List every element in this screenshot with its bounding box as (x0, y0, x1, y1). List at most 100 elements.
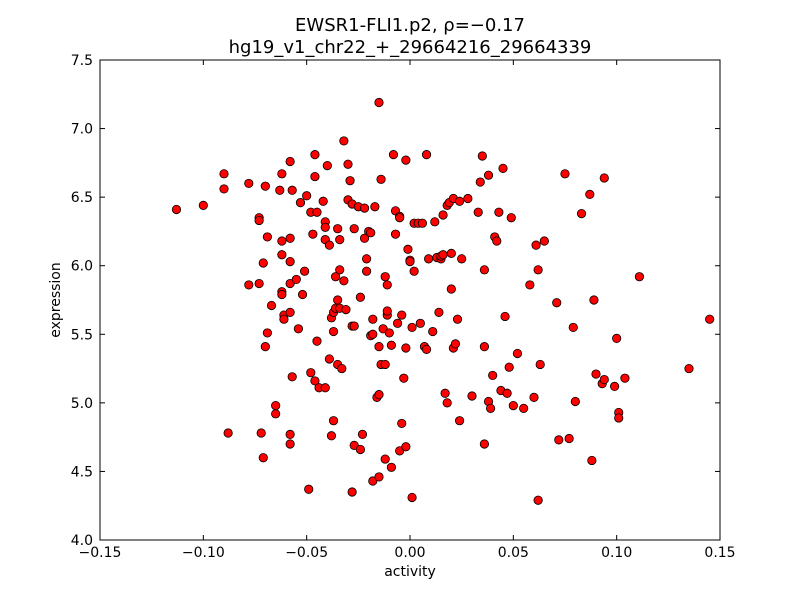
axis-ticks: −0.15 −0.10 −0.05 0.00 0.05 0.10 0.15 4.0 4.5 5.0… (71, 53, 736, 561)
data-point (485, 403, 496, 413)
data-point (368, 314, 378, 324)
data-point (359, 203, 370, 213)
data-point (407, 322, 417, 333)
data-point (277, 169, 287, 179)
data-point (266, 300, 277, 311)
data-point (440, 388, 450, 398)
data-point (438, 210, 448, 220)
data-point (390, 229, 401, 239)
data-point (494, 207, 504, 217)
data-point (589, 295, 599, 305)
data-point (384, 328, 394, 338)
data-point (475, 177, 485, 187)
data-point (374, 390, 384, 400)
data-point (295, 198, 306, 208)
data-point (310, 376, 320, 386)
data-point (244, 178, 254, 189)
data-point (302, 191, 312, 201)
data-point (279, 314, 289, 324)
data-point (399, 373, 409, 383)
data-point (285, 233, 295, 243)
data-point (355, 444, 365, 455)
data-point (508, 400, 518, 411)
data-point (405, 256, 415, 267)
data-point (430, 217, 440, 227)
data-point (335, 235, 345, 245)
data-point (285, 439, 295, 449)
data-point (529, 392, 539, 402)
data-point (407, 492, 417, 503)
y-tick-label: 5.5 (71, 327, 93, 343)
data-point (198, 200, 208, 210)
data-point (401, 343, 411, 353)
data-point (244, 280, 254, 290)
data-point (492, 236, 502, 246)
data-point (504, 362, 514, 372)
data-point (374, 342, 384, 352)
data-point (531, 240, 541, 250)
data-point (361, 266, 372, 276)
data-point (576, 209, 587, 219)
data-point (498, 163, 508, 173)
data-point (380, 454, 390, 464)
data-point (421, 150, 432, 160)
data-point (591, 369, 601, 379)
data-point (328, 416, 339, 426)
data-point (345, 176, 355, 186)
data-point (599, 173, 609, 183)
data-point (308, 229, 318, 239)
data-point (612, 333, 622, 343)
data-point (312, 207, 322, 217)
data-point (386, 462, 396, 472)
data-point (554, 435, 564, 445)
data-point (473, 207, 483, 217)
data-point (260, 181, 270, 191)
data-point (335, 265, 345, 275)
data-point (446, 284, 456, 294)
data-point (684, 363, 694, 374)
x-tick-label: 0.00 (394, 545, 425, 561)
data-point (374, 97, 384, 108)
data-point (609, 381, 620, 391)
data-point (339, 136, 349, 146)
data-point (417, 218, 427, 228)
data-point (395, 213, 405, 223)
data-point (310, 171, 320, 182)
data-point (479, 439, 489, 449)
data-point (587, 455, 597, 466)
data-point (326, 431, 337, 441)
data-point (535, 359, 545, 370)
data-point (349, 321, 359, 331)
data-point (401, 442, 411, 452)
x-tick-label: −0.15 (79, 545, 122, 561)
data-point (386, 340, 396, 350)
data-point (450, 339, 461, 349)
data-point (254, 215, 264, 226)
data-point (285, 307, 295, 317)
data-point (467, 391, 477, 401)
data-point (337, 363, 347, 374)
data-point (585, 189, 595, 199)
data-point (568, 322, 578, 333)
data-point (333, 224, 343, 234)
data-point (488, 370, 498, 381)
y-tick-label: 5.0 (71, 396, 93, 412)
data-point (428, 326, 438, 337)
data-point (262, 328, 272, 338)
data-point (366, 228, 376, 238)
data-point (306, 368, 316, 378)
data-point (380, 272, 390, 282)
data-point (347, 487, 357, 497)
data-point (277, 289, 287, 300)
data-point (570, 396, 580, 407)
x-tick-label: 0.10 (601, 545, 632, 561)
plot-area (100, 60, 720, 540)
data-point (330, 272, 341, 282)
data-point (277, 236, 287, 246)
y-tick-label: 4.0 (71, 533, 93, 549)
data-point (320, 222, 330, 232)
data-point (299, 266, 310, 276)
data-point (374, 472, 384, 482)
data-point (370, 202, 380, 212)
data-point (533, 265, 543, 275)
